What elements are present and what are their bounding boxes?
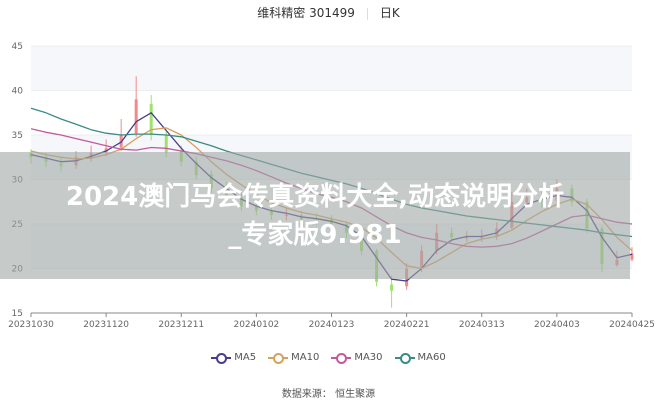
x-tick-label: 20240102 [233,320,279,330]
legend-ma60[interactable]: MA60 [394,352,446,364]
y-tick-label: 40 [12,87,24,97]
legend-marker-icon [268,352,289,364]
candle-down [164,135,168,153]
stock-name: 维科精密 301499 [257,6,355,20]
legend: MA5 MA10 MA30 MA60 [0,352,657,364]
x-tick-label: 20240425 [609,320,655,330]
legend-ma30[interactable]: MA30 [331,352,383,364]
y-tick-label: 45 [12,42,23,52]
candle-up [134,99,138,134]
period-label[interactable]: 日K [379,6,400,20]
title-divider [366,7,368,20]
legend-ma10[interactable]: MA10 [268,352,319,364]
y-tick-label: 35 [12,131,23,141]
candle-up [630,253,634,260]
legend-ma5[interactable]: MA5 [211,352,256,364]
x-tick-label: 20231030 [8,320,54,330]
data-source: 数据来源： 恒生聚源 [281,389,376,400]
x-tick-label: 20240221 [384,320,430,330]
legend-marker-icon [211,352,232,364]
chart-title: 维科精密 301499 日K [0,4,657,21]
x-tick-label: 20231211 [158,320,204,330]
y-tick-label: 15 [12,309,23,319]
x-tick-label: 20240123 [309,320,355,330]
legend-marker-icon [331,352,352,364]
candle-down [149,103,153,135]
x-tick-label: 20240403 [534,320,580,330]
overlay-banner: 2024澳门马会传真资料大全,动态说明分析 _专家版9.981 [0,152,630,279]
x-tick-label: 20240313 [459,320,505,330]
candle-down [390,284,394,291]
banner-line-1: 2024澳门马会传真资料大全,动态说明分析 [65,181,565,212]
legend-marker-icon [394,352,415,364]
grid-band [31,46,632,91]
banner-line-2: _专家版9.981 [228,219,402,250]
x-tick-label: 20231120 [83,320,129,330]
